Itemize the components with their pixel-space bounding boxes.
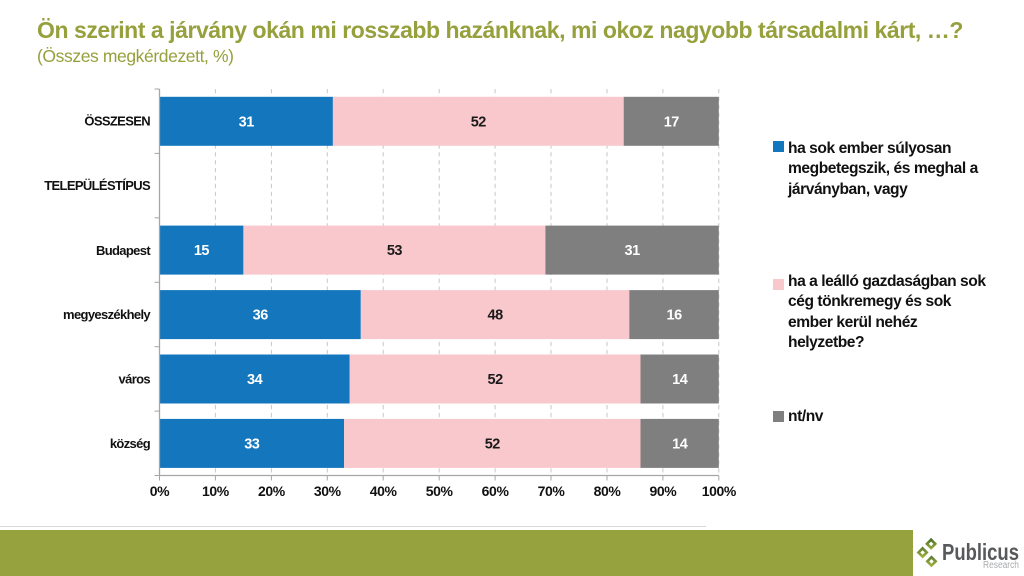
svg-text:TELEPÜLÉSTÍPUS: TELEPÜLÉSTÍPUS (44, 178, 151, 193)
svg-text:60%: 60% (482, 483, 510, 499)
svg-text:50%: 50% (426, 483, 454, 499)
svg-text:10%: 10% (202, 483, 230, 499)
svg-text:megyeszékhely: megyeszékhely (63, 307, 151, 322)
svg-text:36: 36 (253, 308, 269, 324)
svg-text:40%: 40% (370, 483, 398, 499)
svg-text:53: 53 (387, 243, 403, 259)
svg-text:100%: 100% (702, 483, 737, 499)
svg-text:Budapest: Budapest (96, 243, 151, 258)
svg-text:16: 16 (667, 308, 683, 324)
svg-text:Research: Research (983, 560, 1019, 571)
svg-text:34: 34 (247, 372, 263, 388)
svg-text:48: 48 (488, 308, 504, 324)
svg-text:80%: 80% (594, 483, 622, 499)
svg-text:ÖSSZESEN: ÖSSZESEN (84, 114, 150, 129)
svg-text:70%: 70% (538, 483, 566, 499)
svg-text:52: 52 (471, 114, 487, 130)
svg-text:30%: 30% (314, 483, 342, 499)
svg-text:90%: 90% (649, 483, 677, 499)
svg-text:15: 15 (194, 243, 210, 259)
svg-text:14: 14 (672, 372, 688, 388)
svg-text:31: 31 (625, 243, 641, 259)
svg-text:33: 33 (244, 436, 260, 452)
svg-text:község: község (110, 436, 151, 451)
svg-text:52: 52 (488, 372, 504, 388)
svg-text:város: város (119, 371, 151, 386)
svg-text:17: 17 (664, 114, 680, 130)
svg-text:31: 31 (239, 114, 255, 130)
svg-text:52: 52 (485, 436, 501, 452)
svg-text:Publicus: Publicus (942, 539, 1019, 565)
svg-text:14: 14 (672, 436, 688, 452)
svg-text:20%: 20% (258, 483, 286, 499)
svg-text:0%: 0% (150, 483, 170, 499)
